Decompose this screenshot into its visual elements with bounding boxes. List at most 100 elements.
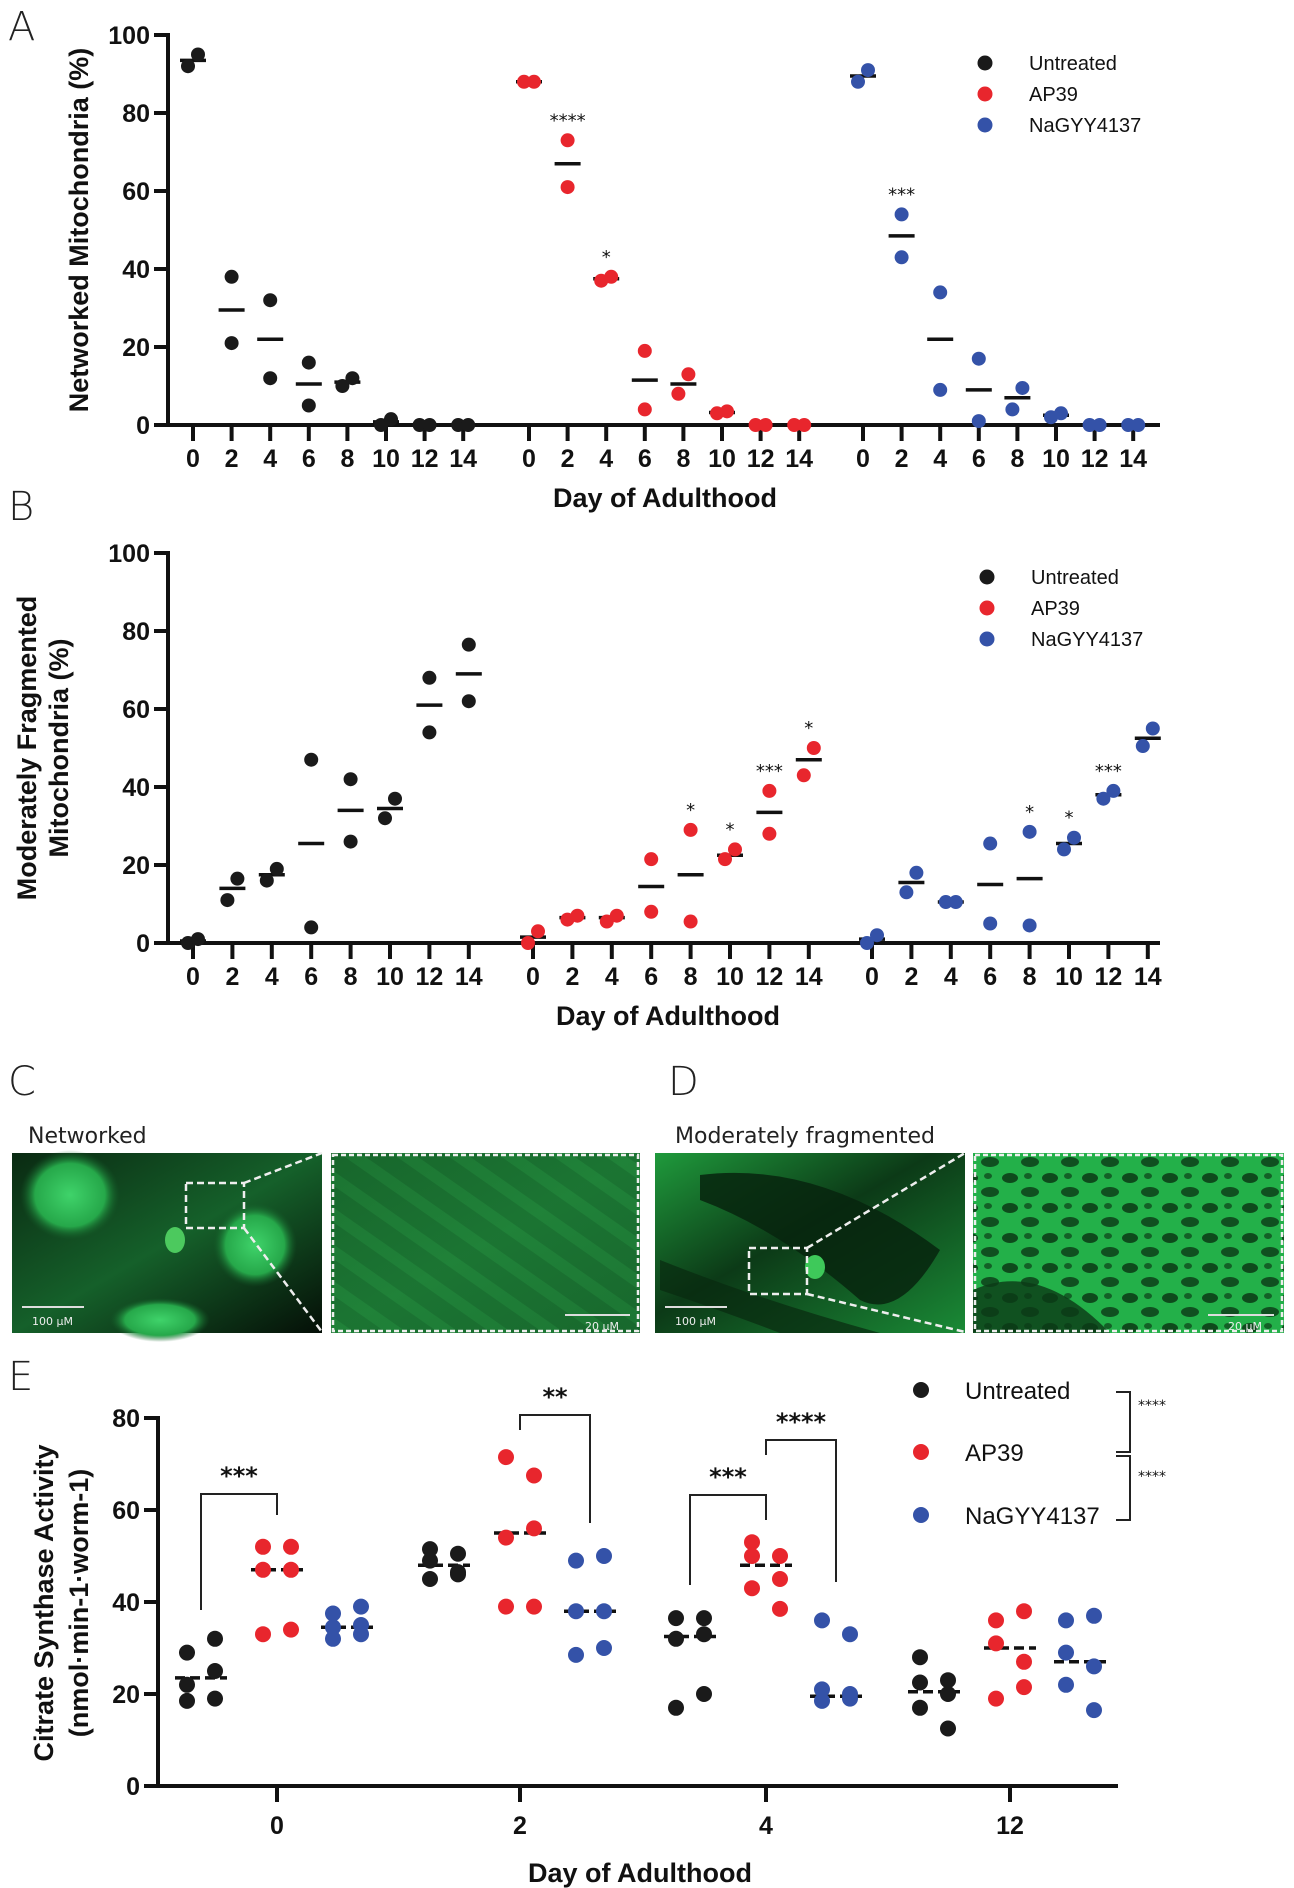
data-point-untreated [422, 1541, 438, 1558]
x-axis-title: Day of Adulthood [553, 483, 777, 513]
legend-label-ap39: AP39 [1029, 84, 1078, 106]
data-point-nagyy4137 [933, 285, 948, 300]
data-point-untreated [450, 1545, 466, 1562]
data-point-ap39 [683, 914, 698, 929]
panel-label-b: B [8, 484, 34, 530]
significance-bracket [519, 1414, 591, 1523]
data-point-ap39 [526, 1467, 542, 1484]
data-point-ap39 [283, 1621, 299, 1638]
significance-label: * [602, 247, 611, 268]
x-tick-label: 14 [785, 445, 813, 473]
x-tick-label: 14 [455, 963, 483, 991]
data-point-nagyy4137 [1092, 418, 1107, 432]
data-point-nagyy4137 [596, 1603, 612, 1620]
x-tick-label: 0 [526, 963, 540, 991]
data-point-nagyy4137 [1096, 791, 1111, 806]
data-point-ap39 [644, 852, 659, 867]
data-point-ap39 [517, 74, 531, 89]
data-point-ap39 [728, 842, 742, 857]
data-point-ap39 [255, 1538, 271, 1555]
x-tick-label: 0 [856, 445, 870, 473]
data-point-nagyy4137 [933, 382, 948, 397]
data-point-untreated [422, 725, 437, 740]
y-tick-label: 20 [122, 852, 150, 880]
legend-label-untreated: Untreated [1031, 567, 1119, 589]
x-tick-label: 2 [895, 445, 909, 473]
legend-label-ap39: AP39 [965, 1440, 1024, 1467]
x-tick-label: 2 [565, 963, 579, 991]
x-tick-label: 8 [340, 445, 354, 473]
data-point-ap39 [498, 1598, 514, 1615]
data-point-ap39 [526, 1520, 542, 1537]
data-point-nagyy4137 [983, 836, 998, 851]
significance-label: **** [776, 1408, 827, 1436]
x-axis-title: Day of Adulthood [528, 1858, 752, 1888]
legend-significance-bracket [1116, 1391, 1131, 1453]
data-point-untreated [263, 293, 278, 308]
data-point-ap39 [560, 180, 575, 195]
data-point-untreated [461, 694, 476, 709]
panel-label-a: A [8, 4, 35, 50]
data-point-nagyy4137 [938, 895, 953, 910]
micrograph-panel-c: Networked 100 µM 20 µM [12, 1124, 640, 1342]
data-point-nagyy4137 [1022, 918, 1037, 933]
legend-marker-nagyy4137 [913, 1507, 929, 1523]
data-point-ap39 [988, 1635, 1004, 1652]
x-tick-label: 4 [759, 1812, 773, 1840]
data-point-untreated [696, 1610, 712, 1627]
data-point-untreated [301, 398, 316, 413]
data-point-nagyy4137 [1015, 380, 1030, 395]
x-tick-label: 6 [983, 963, 997, 991]
data-point-ap39 [609, 908, 624, 923]
y-tick-label: 60 [122, 696, 150, 724]
x-tick-label: 4 [605, 963, 619, 991]
micrograph-title-fragmented: Moderately fragmented [675, 1124, 935, 1149]
data-point-nagyy4137 [1121, 418, 1136, 432]
data-point-untreated [263, 371, 278, 386]
legend-label-nagyy4137: NaGYY4137 [1029, 115, 1141, 137]
data-point-nagyy4137 [1131, 418, 1146, 432]
data-point-ap39 [283, 1538, 299, 1555]
y-tick-label: 0 [126, 1773, 140, 1801]
x-tick-label: 8 [1023, 963, 1037, 991]
data-point-nagyy4137 [1082, 418, 1097, 432]
data-point-untreated [179, 1644, 195, 1661]
data-point-nagyy4137 [353, 1598, 369, 1615]
y-tick-label: 60 [112, 1497, 140, 1525]
significance-label: ** [542, 1383, 568, 1411]
legend-marker-untreated [913, 1382, 929, 1398]
x-tick-label: 14 [795, 963, 823, 991]
y-tick-label: 60 [122, 178, 150, 206]
x-tick-label: 6 [644, 963, 658, 991]
y-axis-title: Citrate Synthase Activity [29, 1444, 59, 1761]
x-tick-label: 4 [944, 963, 958, 991]
data-point-ap39 [720, 404, 734, 419]
data-point-ap39 [806, 741, 821, 755]
significance-label: **** [550, 110, 586, 131]
panel-label-c: C [8, 1059, 36, 1105]
data-point-ap39 [570, 908, 585, 923]
data-point-nagyy4137 [1106, 783, 1121, 798]
data-point-nagyy4137 [1067, 830, 1081, 845]
significance-label: * [1025, 802, 1034, 823]
data-point-nagyy4137 [1086, 1702, 1102, 1719]
legend-label-ap39: AP39 [1031, 598, 1080, 620]
x-tick-label: 2 [225, 445, 239, 473]
data-point-untreated [304, 920, 319, 935]
data-point-nagyy4137 [1135, 739, 1150, 754]
x-tick-label: 10 [372, 445, 400, 473]
x-tick-label: 0 [270, 1812, 284, 1840]
x-tick-label: 8 [684, 963, 698, 991]
x-tick-label: 8 [1010, 445, 1024, 473]
x-tick-label: 8 [344, 963, 358, 991]
data-point-ap39 [772, 1548, 788, 1564]
data-point-nagyy4137 [894, 250, 909, 265]
micrograph-networked-zoom: 20 µM [331, 1153, 640, 1333]
x-tick-label: 8 [676, 445, 690, 473]
legend-significance-label: **** [1138, 1398, 1166, 1414]
x-tick-label: 6 [304, 963, 318, 991]
data-point-nagyy4137 [1057, 842, 1071, 857]
significance-label: * [804, 718, 813, 739]
